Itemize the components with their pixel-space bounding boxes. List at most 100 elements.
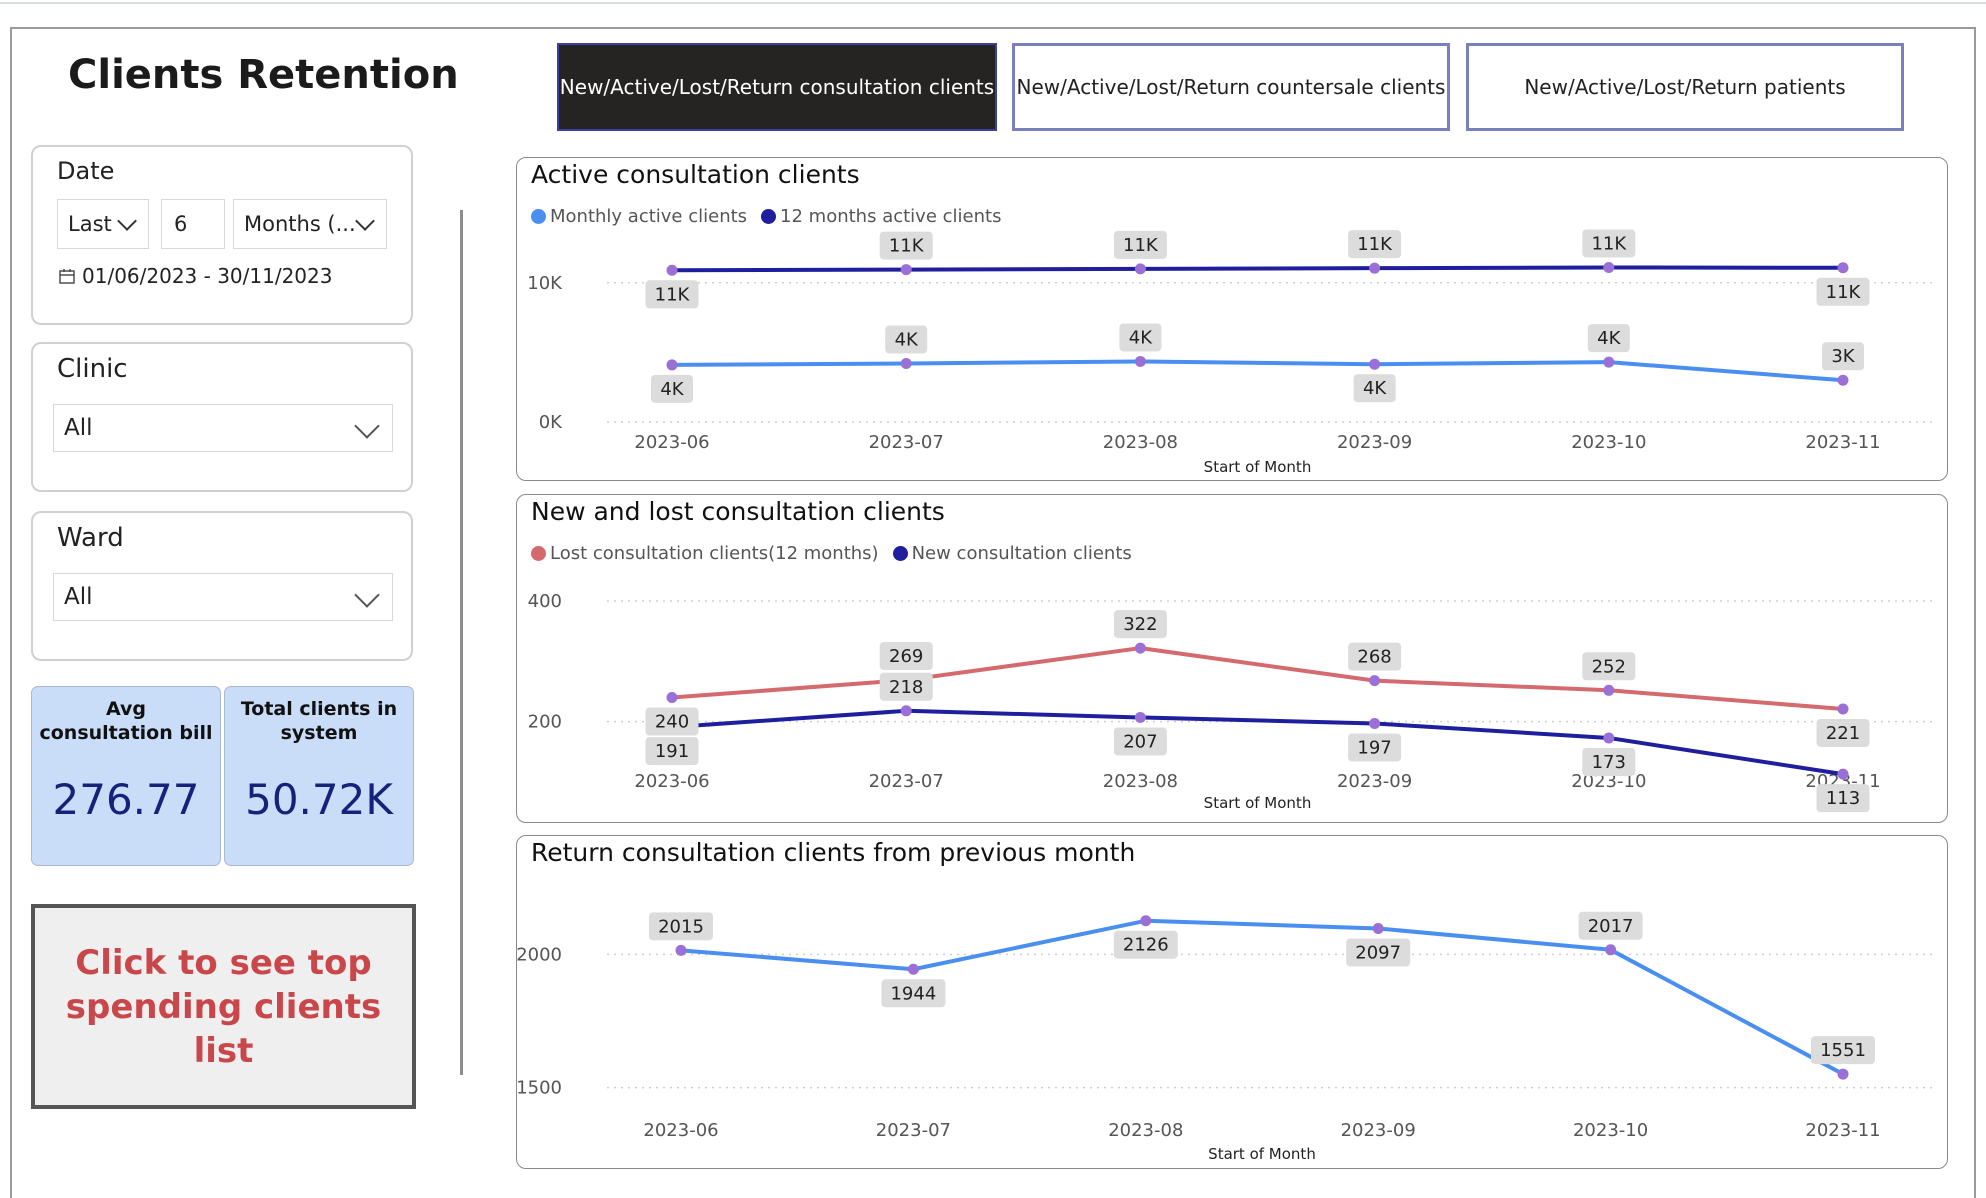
chart-legend: Lost consultation clients(12 months) New… (531, 543, 1132, 564)
ward-dropdown[interactable]: All (53, 573, 393, 621)
data-label: 4K (1363, 378, 1387, 399)
y-tick-label: 400 (528, 591, 562, 612)
legend-item[interactable]: Lost consultation clients(12 months) (531, 543, 879, 564)
data-point (1369, 717, 1381, 729)
data-label-bg (1346, 938, 1411, 967)
date-range-text: 01/06/2023 - 30/11/2023 (82, 264, 333, 288)
clinic-slicer-title: Clinic (57, 354, 128, 384)
data-label-bg (879, 672, 933, 701)
x-tick-label: 2023-06 (643, 1120, 718, 1141)
data-label-bg (1113, 930, 1178, 959)
data-label: 268 (1357, 647, 1391, 668)
x-tick-label: 2023-07 (876, 1120, 951, 1141)
series-line (671, 708, 1844, 777)
data-label: 191 (655, 741, 689, 762)
x-axis-title: Start of Month (1204, 458, 1312, 476)
data-label-bg (645, 707, 699, 736)
data-label-bg (1811, 1036, 1875, 1065)
chevron-down-icon (354, 582, 380, 608)
chart-title: New and lost consultation clients (531, 497, 945, 526)
legend-item[interactable]: Monthly active clients (531, 206, 747, 227)
tab-countersale-clients[interactable]: New/Active/Lost/Return countersale clien… (1012, 43, 1450, 131)
clinic-dropdown[interactable]: All (53, 404, 393, 452)
tab-label: New/Active/Lost/Return patients (1524, 75, 1846, 99)
data-label-bg (1816, 719, 1870, 747)
chevron-down-icon (117, 211, 137, 231)
data-label-bg (1582, 229, 1636, 258)
data-label-bg (1348, 642, 1402, 671)
new-lost-clients-chart: New and lost consultation clients Lost c… (516, 494, 1948, 823)
data-point (1134, 355, 1146, 367)
data-label: 11K (1591, 233, 1627, 254)
data-label: 221 (1826, 723, 1860, 744)
clinic-value: All (64, 415, 93, 441)
date-unit-dropdown[interactable]: Months (... (233, 199, 387, 249)
kpi-value: 276.77 (52, 775, 200, 824)
legend-label: Monthly active clients (550, 206, 748, 227)
legend-label: New consultation clients (911, 543, 1132, 564)
calendar-icon (59, 268, 75, 284)
data-label: 322 (1123, 614, 1157, 635)
data-label-bg (879, 642, 933, 671)
x-tick-label: 2023-06 (634, 432, 709, 453)
y-tick-label: 2000 (516, 944, 562, 965)
tab-patients[interactable]: New/Active/Lost/Return patients (1466, 43, 1904, 131)
data-label-bg (651, 374, 693, 403)
data-label: 2097 (1355, 942, 1401, 963)
data-label: 4K (1597, 328, 1621, 349)
x-tick-label: 2023-08 (1108, 1120, 1183, 1141)
kpi-value: 50.72K (245, 775, 393, 824)
date-count-input[interactable]: 6 (161, 199, 225, 249)
data-label: 1944 (890, 983, 936, 1004)
data-label: 1551 (1820, 1040, 1866, 1061)
data-label: 2015 (658, 916, 704, 937)
data-point (1369, 675, 1381, 687)
legend-dot (892, 546, 908, 561)
kpi-label: Avg consultation bill (39, 698, 213, 744)
data-label: 197 (1357, 737, 1391, 758)
top-spending-clients-button[interactable]: Click to see top spending clients list (31, 904, 416, 1109)
tab-consultation-clients[interactable]: New/Active/Lost/Return consultation clie… (557, 43, 997, 131)
data-label-bg (1113, 610, 1167, 639)
series-line (680, 918, 1844, 1076)
data-label: 218 (889, 677, 923, 698)
date-range[interactable]: 01/06/2023 - 30/11/2023 (59, 264, 332, 288)
legend-label: Lost consultation clients(12 months) (550, 543, 879, 564)
data-point (666, 359, 678, 371)
data-point (675, 944, 687, 956)
data-label: 3K (1831, 346, 1855, 367)
data-point (1369, 262, 1381, 274)
series-line (671, 359, 1844, 383)
x-tick-label: 2023-10 (1571, 432, 1646, 453)
legend-item[interactable]: 12 months active clients (761, 206, 1001, 227)
data-point (900, 358, 912, 370)
y-tick-label: 10K (527, 273, 563, 294)
data-label-bg (1822, 342, 1864, 371)
data-label-bg (1816, 277, 1870, 306)
data-label-bg (1113, 230, 1167, 259)
chart-title: Return consultation clients from previou… (531, 838, 1136, 867)
legend-item[interactable]: New consultation clients (892, 543, 1132, 564)
data-label-bg (649, 912, 713, 941)
x-tick-label: 2023-10 (1573, 1120, 1648, 1141)
data-label: 240 (655, 712, 689, 733)
x-tick-label: 2023-06 (634, 771, 709, 792)
data-point (1837, 768, 1849, 780)
date-relative-dropdown[interactable]: Last (57, 199, 149, 249)
y-tick-label: 0K (539, 412, 563, 433)
vertical-divider (460, 210, 463, 1075)
data-point (1837, 1068, 1849, 1080)
data-label-bg (1348, 733, 1402, 762)
data-point (666, 692, 678, 704)
data-label: 4K (660, 379, 684, 400)
data-point (1140, 915, 1152, 927)
x-tick-label: 2023-09 (1337, 771, 1412, 792)
data-point (900, 705, 912, 717)
data-label-bg (885, 325, 928, 354)
chevron-down-icon (355, 211, 375, 231)
data-label: 269 (889, 646, 923, 667)
x-tick-label: 2023-07 (869, 432, 944, 453)
data-label: 173 (1592, 752, 1626, 773)
tab-label: New/Active/Lost/Return consultation clie… (559, 75, 995, 99)
data-point (1134, 642, 1146, 654)
